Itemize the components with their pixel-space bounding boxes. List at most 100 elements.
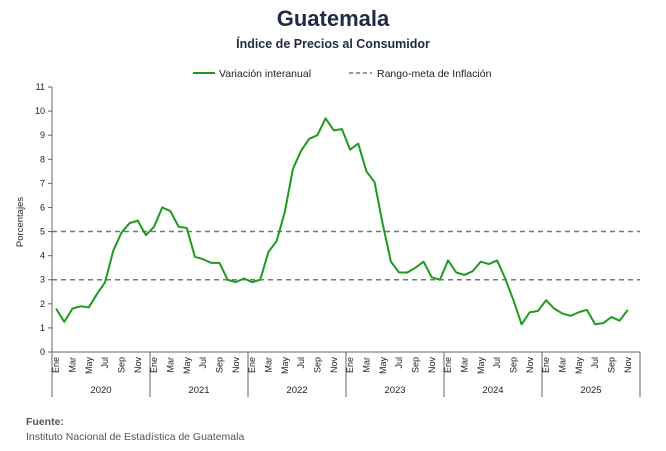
data-point xyxy=(96,293,98,295)
legend-label-series: Variación interanual xyxy=(219,68,311,80)
x-tick-label: Ene xyxy=(149,357,159,373)
data-point xyxy=(610,316,612,318)
x-tick-label: Ene xyxy=(51,357,61,373)
x-tick-label: Sep xyxy=(606,357,616,373)
x-tick-label: Sep xyxy=(214,357,224,373)
data-point xyxy=(439,279,441,281)
legend-label-band: Rango-meta de Inflación xyxy=(377,68,492,80)
data-point xyxy=(63,321,65,323)
x-tick-label: Mar xyxy=(557,357,567,373)
data-point xyxy=(80,305,82,307)
x-tick-label: May xyxy=(182,357,192,375)
data-point xyxy=(267,251,269,253)
x-tick-label: Ene xyxy=(541,357,551,373)
data-point xyxy=(455,272,457,274)
data-point xyxy=(243,278,245,280)
data-point xyxy=(251,281,253,283)
year-label: 2025 xyxy=(580,385,601,396)
data-point xyxy=(104,281,106,283)
x-tick-label: Mar xyxy=(67,357,77,373)
x-tick-label: Jul xyxy=(198,357,208,369)
x-tick-label: Mar xyxy=(459,357,469,373)
data-point xyxy=(186,227,188,229)
x-tick-label: Sep xyxy=(410,357,420,373)
grid-layer xyxy=(52,230,640,281)
year-label: 2024 xyxy=(482,385,503,396)
data-point xyxy=(602,322,604,324)
data-point xyxy=(512,299,514,301)
x-tick-label: Jul xyxy=(100,357,110,369)
data-point xyxy=(325,117,327,119)
y-tick-label: 7 xyxy=(40,178,45,188)
year-label: 2022 xyxy=(286,385,307,396)
footer-label: Fuente: xyxy=(26,416,64,428)
x-tick-label: Nov xyxy=(231,357,241,374)
data-point xyxy=(161,206,163,208)
y-tick-label: 3 xyxy=(40,275,45,285)
x-tick-label: May xyxy=(574,357,584,375)
data-point xyxy=(284,211,286,213)
data-point xyxy=(374,181,376,183)
legend: Variación interanual Rango-meta de Infla… xyxy=(193,68,492,80)
data-point xyxy=(71,308,73,310)
data-point xyxy=(194,256,196,258)
x-tick-label: Mar xyxy=(361,357,371,373)
year-label: 2020 xyxy=(90,385,111,396)
data-point xyxy=(619,320,621,322)
y-tick-label: 11 xyxy=(36,82,45,92)
series-layer xyxy=(55,117,629,326)
x-tick-label: Nov xyxy=(427,357,437,374)
data-point xyxy=(521,323,523,325)
x-tick-label: May xyxy=(84,357,94,375)
data-point xyxy=(308,138,310,140)
data-point xyxy=(472,270,474,272)
x-tick-label: Sep xyxy=(312,357,322,373)
chart-subtitle: Índice de Precios al Consumidor xyxy=(236,37,430,51)
data-point xyxy=(545,299,547,301)
data-point xyxy=(406,272,408,274)
data-point xyxy=(333,129,335,131)
y-tick-label: 9 xyxy=(40,130,45,140)
footer-source: Instituto Nacional de Estadística de Gua… xyxy=(26,431,245,443)
data-point xyxy=(357,143,359,145)
data-point xyxy=(153,226,155,228)
data-point xyxy=(365,170,367,172)
axes-layer: 0 1 2 3 4 5 6 7 8 9 10 11 Ene Mar May Jul Sep Nov Ene Mar Ma… xyxy=(35,82,641,397)
y-tick-label: 10 xyxy=(35,106,45,116)
data-point xyxy=(529,311,531,313)
x-tick-label: Ene xyxy=(443,357,453,373)
data-point xyxy=(300,150,302,152)
x-tick-label: Mar xyxy=(165,357,175,373)
y-tick-label: 0 xyxy=(40,347,45,357)
x-tick-label: Ene xyxy=(247,357,257,373)
data-point xyxy=(414,267,416,269)
x-tick-label: Nov xyxy=(623,357,633,374)
y-tick-label: 2 xyxy=(40,299,45,309)
y-tick-label: 4 xyxy=(40,251,45,261)
data-point xyxy=(480,261,482,263)
data-point xyxy=(316,134,318,136)
year-label: 2021 xyxy=(188,385,209,396)
chart-title: Guatemala xyxy=(276,6,390,31)
data-point xyxy=(504,278,506,280)
data-point xyxy=(537,310,539,312)
x-tick-label: Nov xyxy=(525,357,535,374)
data-point xyxy=(210,262,212,264)
data-point xyxy=(349,149,351,151)
data-point xyxy=(292,168,294,170)
data-point xyxy=(235,281,237,283)
data-point xyxy=(227,279,229,281)
data-point xyxy=(259,279,261,281)
data-point xyxy=(561,312,563,314)
data-point xyxy=(178,226,180,228)
data-point xyxy=(627,309,629,311)
x-tick-label: Jul xyxy=(394,357,404,369)
x-tick-label: Ene xyxy=(345,357,355,373)
data-point xyxy=(276,240,278,242)
data-point xyxy=(112,250,114,252)
x-tick-label: Jul xyxy=(590,357,600,369)
data-point xyxy=(390,261,392,263)
x-tick-label: May xyxy=(280,357,290,375)
data-point xyxy=(129,222,131,224)
x-tick-label: Jul xyxy=(492,357,502,369)
